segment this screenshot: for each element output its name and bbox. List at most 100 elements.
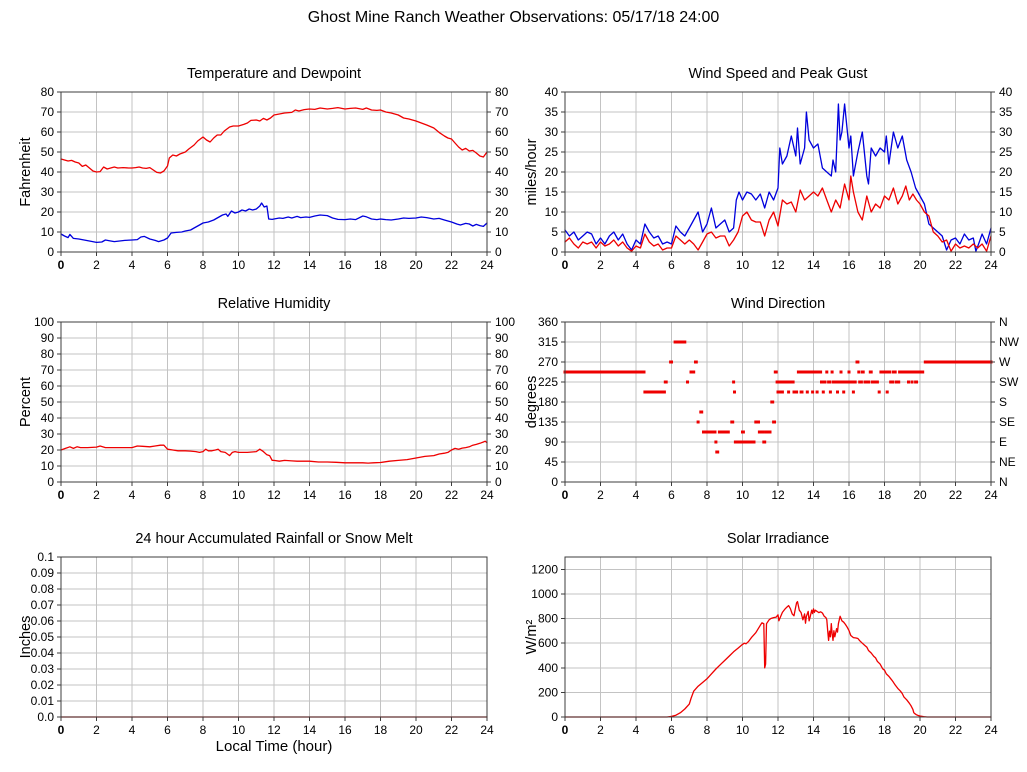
svg-text:15: 15 [999, 185, 1013, 199]
svg-text:180: 180 [538, 395, 558, 409]
svg-text:8: 8 [200, 488, 207, 502]
svg-text:22: 22 [949, 723, 963, 737]
svg-text:80: 80 [495, 347, 509, 361]
svg-text:2: 2 [597, 723, 604, 737]
svg-text:6: 6 [668, 488, 675, 502]
svg-text:5: 5 [551, 225, 558, 239]
svg-text:22: 22 [949, 258, 963, 272]
svg-text:1000: 1000 [531, 587, 558, 601]
svg-text:70: 70 [41, 363, 55, 377]
svg-text:10: 10 [232, 488, 246, 502]
svg-text:1200: 1200 [531, 562, 558, 576]
page-title: Ghost Mine Ranch Weather Observations: 0… [307, 9, 720, 26]
svg-text:0: 0 [58, 258, 65, 272]
svg-text:90: 90 [41, 331, 55, 345]
svg-text:E: E [999, 435, 1007, 449]
svg-text:0: 0 [562, 723, 569, 737]
svg-text:18: 18 [878, 488, 892, 502]
svg-text:10: 10 [232, 258, 246, 272]
svg-text:40: 40 [495, 165, 509, 179]
svg-text:10: 10 [736, 258, 750, 272]
svg-text:0.03: 0.03 [31, 662, 55, 676]
svg-text:70: 70 [41, 105, 55, 119]
svg-text:8: 8 [704, 258, 711, 272]
svg-text:2: 2 [93, 723, 100, 737]
svg-text:14: 14 [807, 258, 821, 272]
svg-text:80: 80 [41, 347, 55, 361]
svg-text:70: 70 [495, 105, 509, 119]
svg-text:50: 50 [495, 395, 509, 409]
svg-text:2: 2 [597, 488, 604, 502]
svg-text:0.04: 0.04 [31, 646, 55, 660]
svg-text:12: 12 [267, 258, 281, 272]
svg-text:0: 0 [495, 245, 502, 259]
svg-text:N: N [999, 475, 1008, 489]
svg-text:0: 0 [551, 475, 558, 489]
svg-text:20: 20 [409, 488, 423, 502]
svg-text:40: 40 [545, 85, 559, 99]
svg-text:18: 18 [878, 258, 892, 272]
chart-title: 24 hour Accumulated Rainfall or Snow Mel… [135, 531, 413, 547]
svg-text:50: 50 [495, 145, 509, 159]
svg-text:40: 40 [41, 411, 55, 425]
svg-text:400: 400 [538, 661, 558, 675]
chart-title: Wind Direction [730, 296, 826, 312]
svg-text:24: 24 [984, 258, 998, 272]
svg-text:6: 6 [164, 258, 171, 272]
svg-text:70: 70 [495, 363, 509, 377]
svg-text:8: 8 [200, 258, 207, 272]
svg-text:2: 2 [93, 258, 100, 272]
svg-text:90: 90 [495, 331, 509, 345]
svg-text:20: 20 [913, 258, 927, 272]
svg-text:22: 22 [445, 258, 459, 272]
svg-text:4: 4 [633, 258, 640, 272]
svg-text:16: 16 [338, 258, 352, 272]
svg-text:22: 22 [445, 488, 459, 502]
svg-text:8: 8 [704, 488, 711, 502]
svg-text:24: 24 [480, 723, 494, 737]
svg-text:22: 22 [445, 723, 459, 737]
svg-text:12: 12 [267, 488, 281, 502]
chart-title: Relative Humidity [217, 296, 331, 312]
svg-text:0: 0 [58, 488, 65, 502]
svg-text:16: 16 [338, 488, 352, 502]
svg-text:4: 4 [129, 723, 136, 737]
svg-text:15: 15 [545, 185, 559, 199]
svg-text:600: 600 [538, 636, 558, 650]
svg-text:5: 5 [999, 225, 1006, 239]
svg-text:24: 24 [480, 258, 494, 272]
rainfall-plot: 0 2 4 6 8 10 12 14 16 18 20 22 240.00.010.020.030.04… [31, 550, 494, 737]
svg-text:6: 6 [668, 258, 675, 272]
svg-text:24: 24 [480, 488, 494, 502]
svg-text:0: 0 [495, 475, 502, 489]
svg-text:22: 22 [949, 488, 963, 502]
svg-text:14: 14 [303, 258, 317, 272]
svg-text:315: 315 [538, 335, 558, 349]
chart-title: Solar Irradiance [726, 531, 830, 547]
svg-text:14: 14 [303, 723, 317, 737]
svg-text:10: 10 [495, 459, 509, 473]
svg-text:4: 4 [129, 488, 136, 502]
svg-text:20: 20 [913, 488, 927, 502]
svg-text:0: 0 [551, 710, 558, 724]
svg-text:60: 60 [495, 125, 509, 139]
svg-text:12: 12 [771, 723, 785, 737]
svg-text:20: 20 [913, 723, 927, 737]
svg-text:80: 80 [41, 85, 55, 99]
svg-text:80: 80 [495, 85, 509, 99]
svg-text:50: 50 [41, 145, 55, 159]
svg-text:10: 10 [999, 205, 1013, 219]
svg-text:SW: SW [999, 375, 1019, 389]
svg-text:10: 10 [232, 723, 246, 737]
svg-text:16: 16 [338, 723, 352, 737]
svg-text:18: 18 [374, 258, 388, 272]
svg-text:14: 14 [807, 723, 821, 737]
svg-text:6: 6 [164, 488, 171, 502]
svg-text:10: 10 [545, 205, 559, 219]
svg-text:10: 10 [736, 488, 750, 502]
svg-text:NE: NE [999, 455, 1016, 469]
